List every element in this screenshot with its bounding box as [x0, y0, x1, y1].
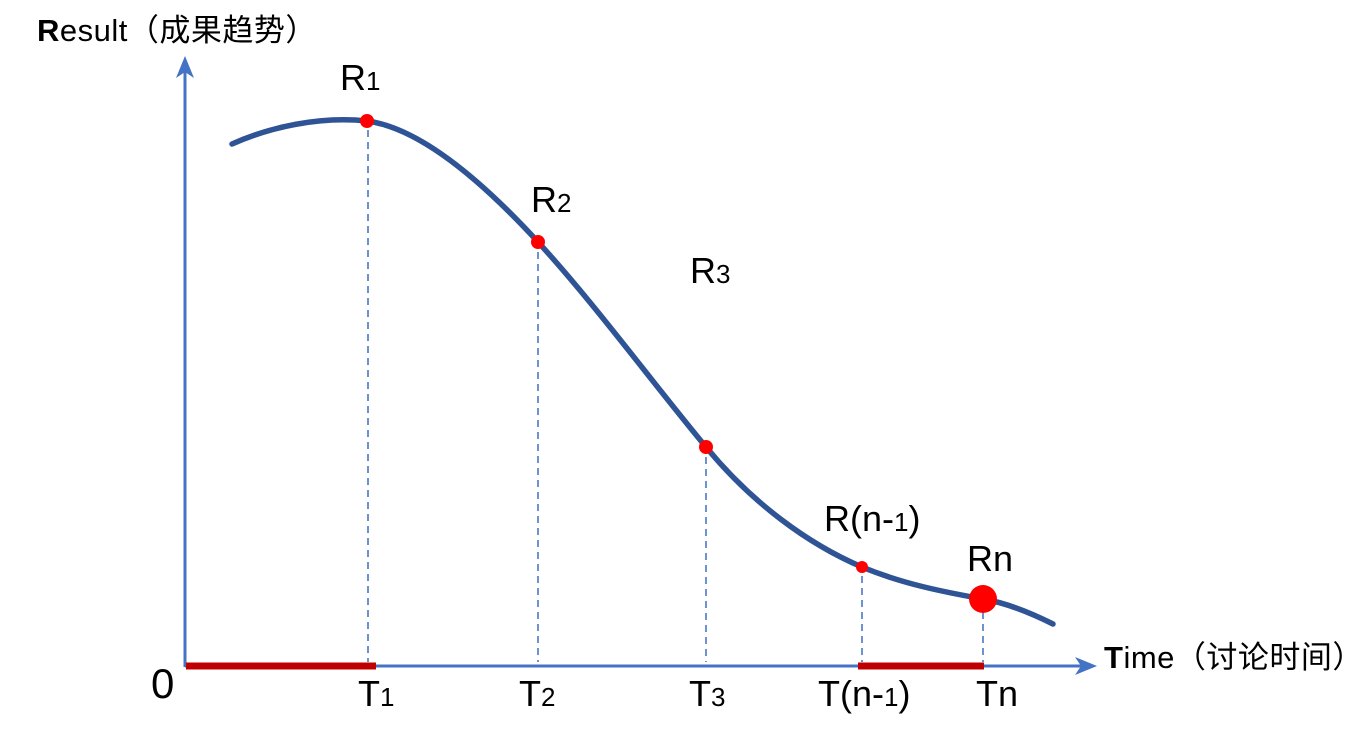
y-axis-arrow-icon — [176, 56, 194, 78]
point-label-r2: R2 — [531, 182, 571, 218]
y-axis-title-bold-letter: R — [37, 13, 60, 48]
data-point-rn — [969, 585, 997, 613]
point-label-r1: R1 — [340, 60, 380, 96]
point-label-r2-sub: 2 — [557, 188, 572, 218]
tick-label-tn1-post: ) — [898, 673, 911, 714]
point-label-r3: R3 — [690, 253, 730, 289]
x-axis-title-rest: ime（讨论时间） — [1123, 640, 1361, 675]
data-point-r1 — [360, 114, 374, 128]
origin-label: 0 — [151, 660, 175, 707]
point-label-rn: Rn — [967, 541, 1013, 577]
tick-label-t3: T3 — [689, 676, 725, 712]
trend-curve — [229, 117, 1056, 627]
x-axis-title-bold-letter: T — [1104, 640, 1124, 675]
data-point-rn1 — [856, 561, 868, 573]
tick-label-t3-sub: 3 — [711, 682, 726, 712]
tick-label-t1-main: T — [358, 673, 380, 714]
tick-label-t2-sub: 2 — [541, 682, 556, 712]
tick-label-t1: T1 — [358, 676, 394, 712]
tick-label-t3-main: T — [689, 673, 711, 714]
point-label-r1-sub: 1 — [366, 66, 381, 96]
data-point-r2 — [531, 235, 545, 249]
point-label-rn1: R(n-1) — [824, 501, 920, 537]
point-label-r2-main: R — [531, 179, 557, 220]
point-label-r3-main: R — [690, 250, 716, 291]
x-axis-title: Time（讨论时间） — [1104, 642, 1361, 673]
point-label-rn1-post: ) — [908, 498, 921, 539]
point-label-rn1-main: R(n- — [824, 498, 894, 539]
tick-label-tn: Tn — [976, 676, 1018, 712]
x-axis-arrow-icon — [1075, 657, 1097, 675]
y-axis-title-rest: esult（成果趋势） — [59, 13, 317, 48]
tick-label-tn1-sub: 1 — [884, 682, 899, 712]
tick-label-t2: T2 — [519, 676, 555, 712]
tick-label-tn1: T(n-1) — [818, 676, 910, 712]
point-label-r3-sub: 3 — [716, 259, 731, 289]
y-axis-title: Result（成果趋势） — [37, 15, 317, 46]
tick-label-t2-main: T — [519, 673, 541, 714]
point-label-rn-main: Rn — [967, 538, 1014, 579]
point-label-r1-main: R — [340, 57, 366, 98]
point-label-rn1-sub: 1 — [894, 507, 909, 537]
tick-label-tn-main: Tn — [976, 673, 1019, 714]
tick-label-t1-sub: 1 — [380, 682, 395, 712]
data-point-r3 — [699, 440, 713, 454]
tick-label-tn1-main: T(n- — [818, 673, 884, 714]
